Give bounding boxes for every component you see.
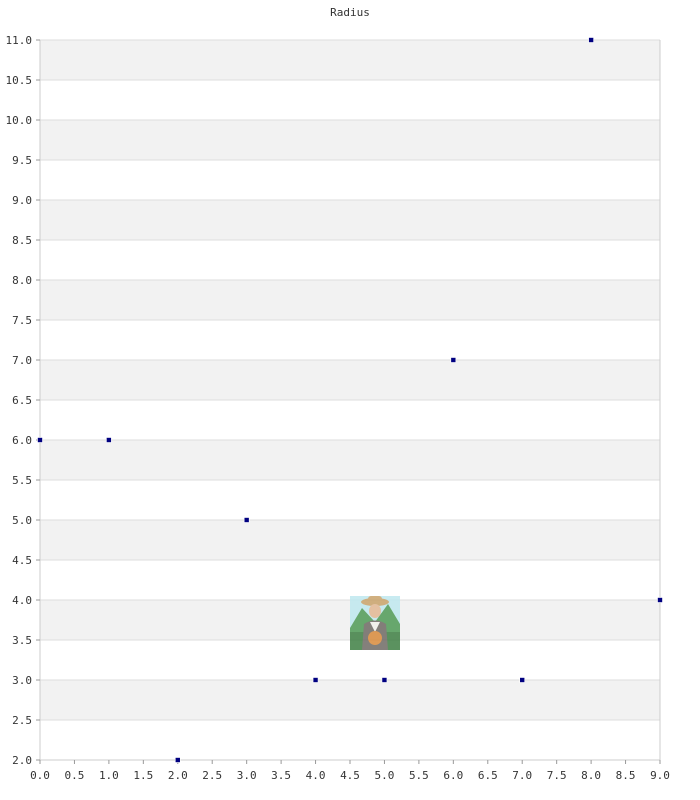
x-tick-label: 5.0 bbox=[375, 769, 395, 782]
x-tick-label: 6.5 bbox=[478, 769, 498, 782]
x-tick-label: 8.0 bbox=[581, 769, 601, 782]
grid-band bbox=[40, 680, 660, 720]
data-point bbox=[519, 677, 526, 683]
data-point bbox=[657, 597, 663, 603]
grid-band bbox=[40, 40, 660, 80]
data-point bbox=[243, 517, 250, 523]
y-tick-label: 5.5 bbox=[12, 474, 32, 487]
y-tick-label: 10.0 bbox=[6, 114, 33, 127]
data-point bbox=[450, 357, 457, 363]
data-point bbox=[37, 437, 43, 443]
data-point bbox=[588, 37, 594, 43]
y-tick-label: 4.5 bbox=[12, 554, 32, 567]
y-tick-label: 5.0 bbox=[12, 514, 32, 527]
x-tick-label: 7.0 bbox=[512, 769, 532, 782]
grid-band bbox=[40, 120, 660, 160]
x-tick-label: 9.0 bbox=[650, 769, 670, 782]
y-tick-label: 3.5 bbox=[12, 634, 32, 647]
x-tick-label: 4.5 bbox=[340, 769, 360, 782]
grid-band bbox=[40, 280, 660, 320]
y-tick-label: 4.0 bbox=[12, 594, 32, 607]
x-tick-label: 0.0 bbox=[30, 769, 50, 782]
data-points bbox=[37, 37, 663, 763]
x-tick-label: 5.5 bbox=[409, 769, 429, 782]
y-axis-ticks: 2.0 2.5 3.0 3.5 4.0 4.5 5.0 5.5 6.0 6.5 7.0 7.5 8.0 8… bbox=[6, 34, 40, 767]
grid-band bbox=[40, 200, 660, 240]
x-axis-ticks: 0.0 0.5 1.0 1.5 2.0 2.5 3.0 3.5 4.0 4.5 5.0 5.5 6.0 6… bbox=[30, 760, 670, 782]
y-tick-label: 8.5 bbox=[12, 234, 32, 247]
y-tick-label: 9.5 bbox=[12, 154, 32, 167]
y-tick-label: 7.0 bbox=[12, 354, 32, 367]
x-tick-label: 1.5 bbox=[133, 769, 153, 782]
y-tick-label: 10.5 bbox=[6, 74, 33, 87]
data-point bbox=[174, 757, 181, 763]
y-tick-label: 7.5 bbox=[12, 314, 32, 327]
y-tick-label: 8.0 bbox=[12, 274, 32, 287]
x-tick-label: 0.5 bbox=[65, 769, 85, 782]
x-tick-label: 8.5 bbox=[616, 769, 636, 782]
y-tick-label: 6.0 bbox=[12, 434, 32, 447]
x-tick-label: 7.5 bbox=[547, 769, 567, 782]
y-tick-label: 2.5 bbox=[12, 714, 32, 727]
grid-band bbox=[40, 520, 660, 560]
farmer-portrait-icon bbox=[350, 596, 400, 650]
grid-band bbox=[40, 440, 660, 480]
x-tick-label: 2.5 bbox=[202, 769, 222, 782]
x-tick-label: 3.5 bbox=[271, 769, 291, 782]
chart-title: Radius bbox=[330, 6, 370, 19]
y-tick-label: 3.0 bbox=[12, 674, 32, 687]
grid-band bbox=[40, 360, 660, 400]
x-tick-label: 1.0 bbox=[99, 769, 119, 782]
y-tick-label: 2.0 bbox=[12, 754, 32, 767]
data-point bbox=[381, 677, 388, 683]
data-point bbox=[106, 437, 112, 443]
x-tick-label: 3.0 bbox=[237, 769, 257, 782]
x-tick-label: 4.0 bbox=[306, 769, 326, 782]
x-tick-label: 6.0 bbox=[443, 769, 463, 782]
data-point bbox=[312, 677, 319, 683]
y-tick-label: 11.0 bbox=[6, 34, 33, 47]
y-tick-label: 6.5 bbox=[12, 394, 32, 407]
y-tick-label: 9.0 bbox=[12, 194, 32, 207]
x-tick-label: 2.0 bbox=[168, 769, 188, 782]
